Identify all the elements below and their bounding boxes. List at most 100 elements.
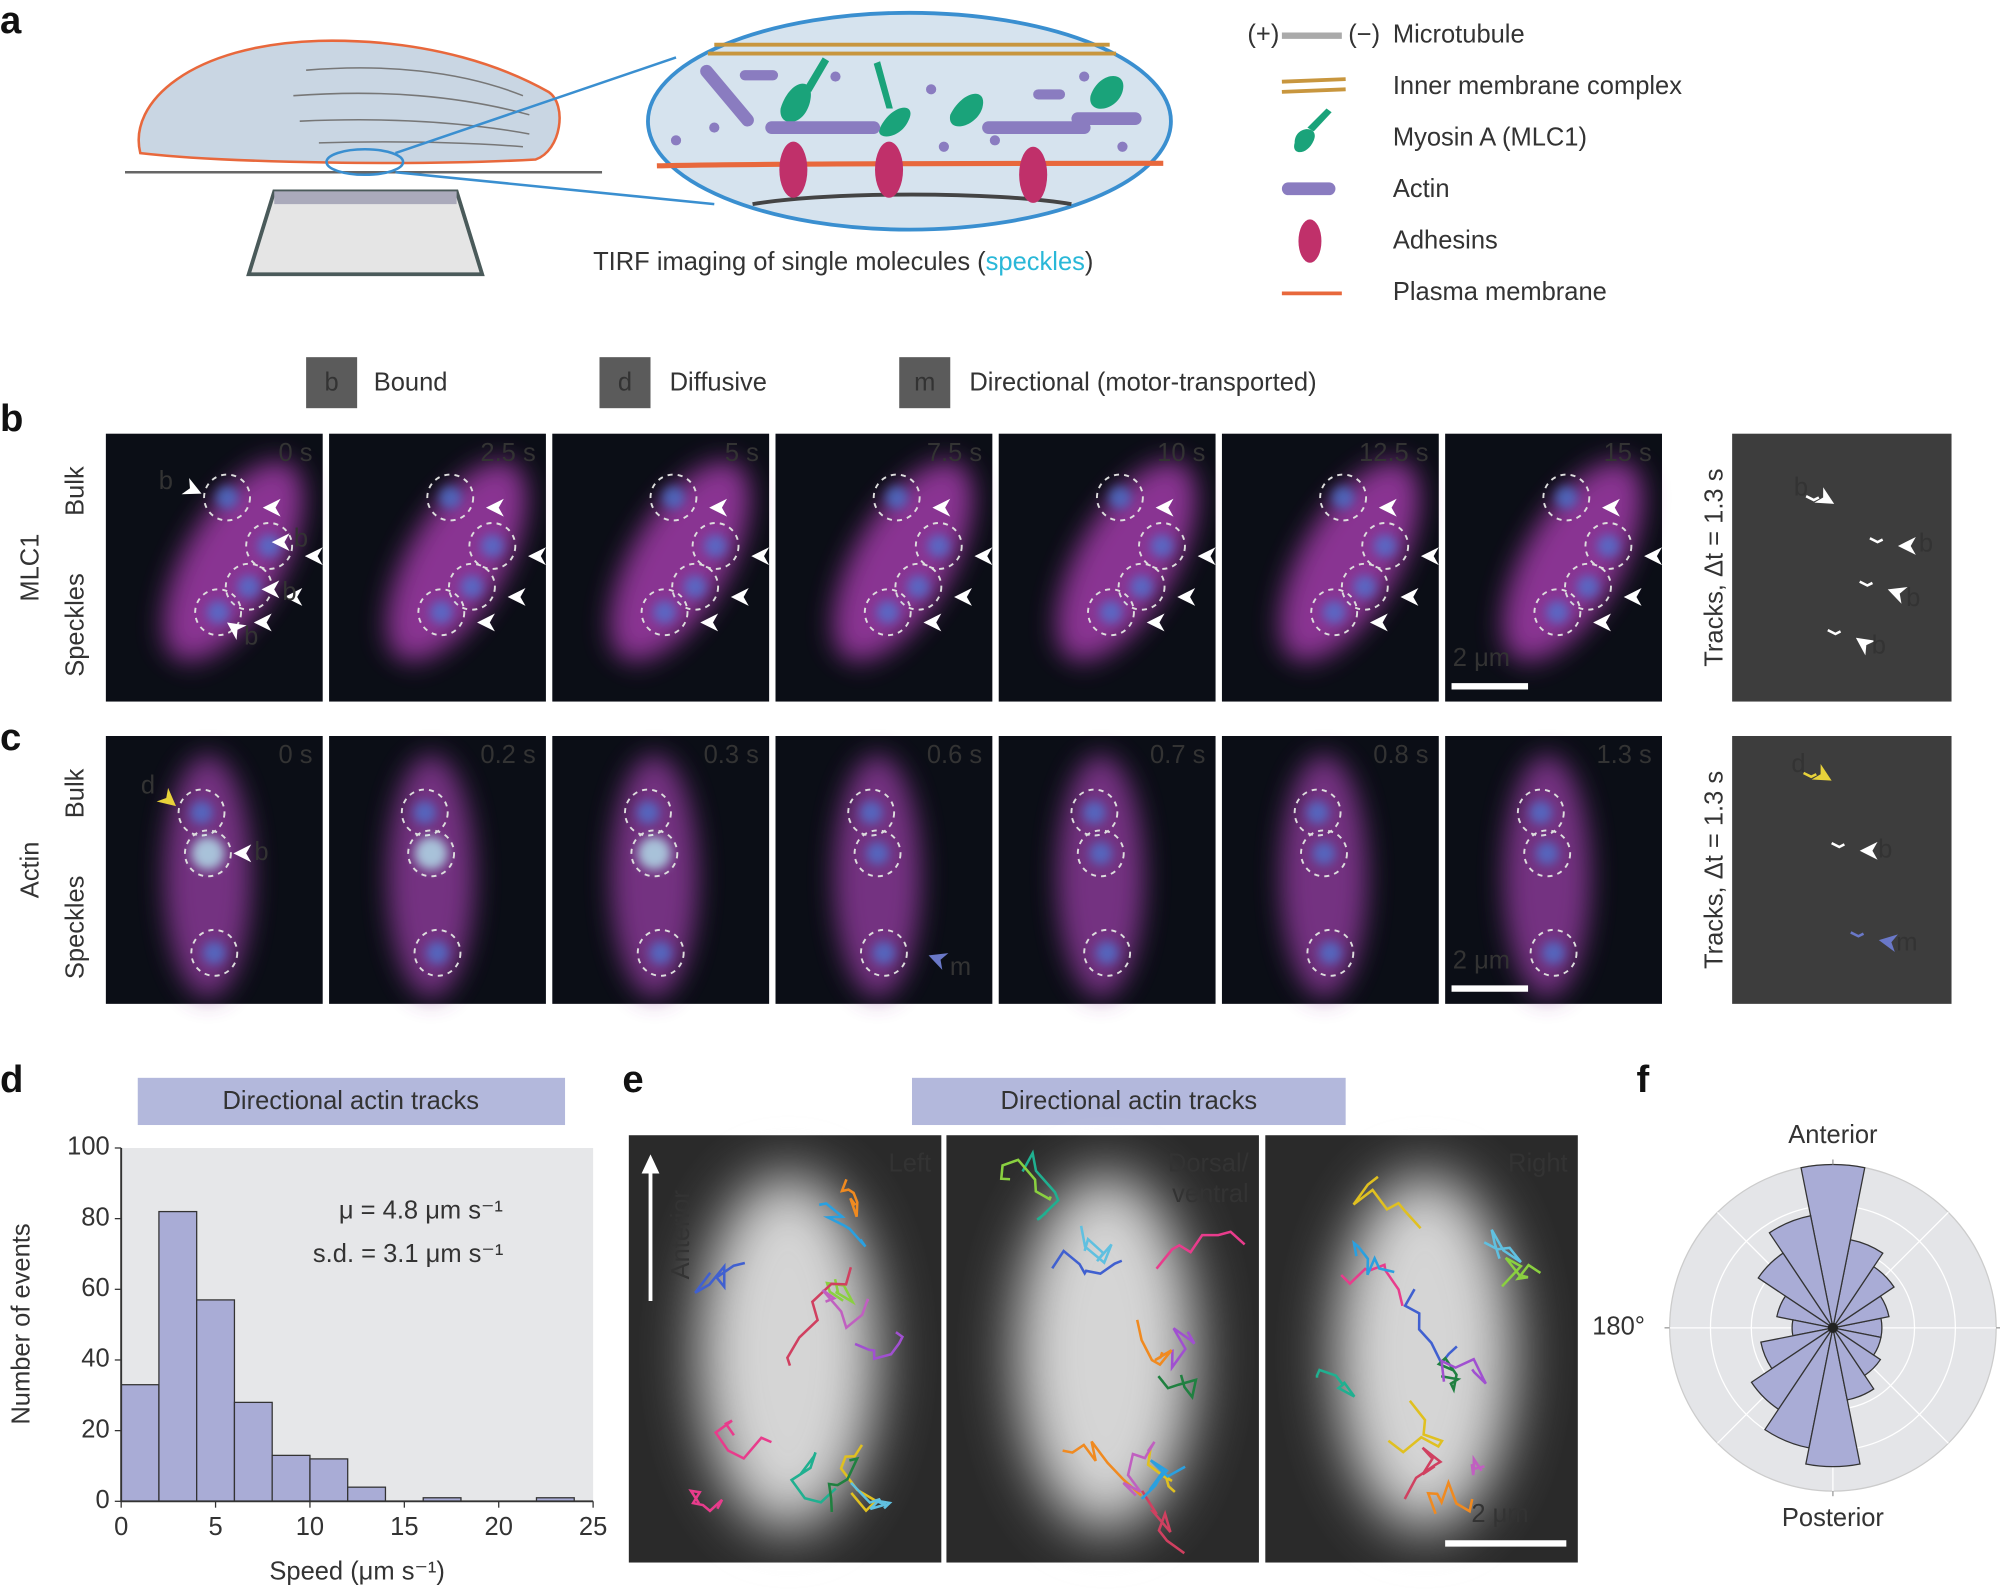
track [839,1444,879,1513]
speckle [413,801,437,825]
roi [1361,522,1410,570]
panel-label: f [1636,1058,1649,1101]
cell-glow [1056,461,1197,662]
state-key-box [306,357,358,409]
roi [1076,829,1125,878]
arrowhead [528,547,546,566]
roi [400,788,449,837]
state-key: b [325,369,339,397]
wedge [1832,1327,1882,1377]
track [1021,1149,1060,1221]
roi [194,588,243,637]
wedge [1832,1327,1882,1356]
speckle [1331,485,1355,509]
roi [1117,562,1166,611]
row-label: MLC1 [17,534,45,602]
track [1157,1374,1198,1401]
zoom-line [395,170,715,206]
view-label: ventral [1172,1180,1249,1208]
tracks-panel [1732,735,1952,1004]
speckle [1373,534,1397,558]
speckle [1535,841,1559,865]
arrowhead [751,547,770,566]
microtubule-end: (−) [1348,20,1380,48]
roi [1083,928,1132,977]
x-tick-label: 5 [208,1513,222,1541]
wedge [1768,1214,1834,1329]
objective-top [274,191,457,205]
speckle [190,801,214,825]
arrowhead [284,588,303,606]
arrowhead [1400,588,1419,606]
roi [413,928,462,977]
track [1470,1454,1485,1476]
wedge [1757,1252,1834,1329]
speckle [906,575,930,599]
channel-label: Bulk [61,768,89,818]
roi [1523,829,1572,878]
track [1315,1368,1356,1398]
roi [1293,788,1342,837]
roi [190,928,239,977]
arrowhead [1155,498,1174,517]
roi [894,562,943,611]
track [785,1266,853,1366]
zoom-region [325,147,405,177]
arrowhead [1644,547,1662,566]
actin-filaments [670,64,1142,152]
speckle [885,485,909,509]
arrowhead [730,588,749,606]
track [1340,1263,1404,1307]
roi [183,829,232,878]
view-label: Right [1508,1149,1568,1177]
arrowhead [1146,613,1165,632]
arrowhead [271,533,290,552]
track [1501,1256,1542,1288]
arrow-label: b [159,467,173,495]
view-label: Dorsal/ [1168,1149,1250,1177]
legend-label: Actin [1393,175,1450,203]
track [713,1419,772,1461]
speckle [426,941,449,965]
roi [1533,588,1582,637]
arrow-label: b [294,524,308,552]
wedge [1776,1295,1834,1329]
panel-label: e [622,1058,643,1101]
arrowhead [485,498,504,517]
speckle [637,836,671,870]
arrowhead [923,613,942,632]
arrowhead [954,588,972,606]
speckle [1322,600,1346,624]
cell-glow [832,461,974,662]
speckle [1089,841,1113,865]
speckle [876,600,900,624]
track [694,1261,746,1294]
speckle [480,534,504,558]
panel-label: a [0,0,22,42]
track [789,1451,837,1504]
roi [1340,562,1389,611]
x-tick-label: 10 [296,1513,324,1541]
roi [630,829,679,878]
speckle [1576,575,1600,599]
arrow-label: b [282,578,296,606]
track [854,1331,905,1361]
time-label: 0 s [278,741,312,769]
speckle [1554,485,1578,509]
tracks-panel [1732,433,1952,702]
cell-glow [1016,1173,1196,1531]
wedge [1832,1327,1875,1401]
speckle [237,575,261,599]
track [1426,1478,1474,1515]
caption: TIRF imaging of single molecules (speckl… [593,248,1093,276]
arrow-label: b [1872,631,1886,659]
speckle [866,841,890,865]
time-label: 10 s [1157,439,1205,467]
time-label: 1.3 s [1596,741,1651,769]
track [1803,771,1817,779]
caption-part: speckles [986,248,1085,276]
track [1160,1327,1196,1372]
arrowhead [233,844,252,863]
speckle [653,600,677,624]
speckle [1596,534,1620,558]
